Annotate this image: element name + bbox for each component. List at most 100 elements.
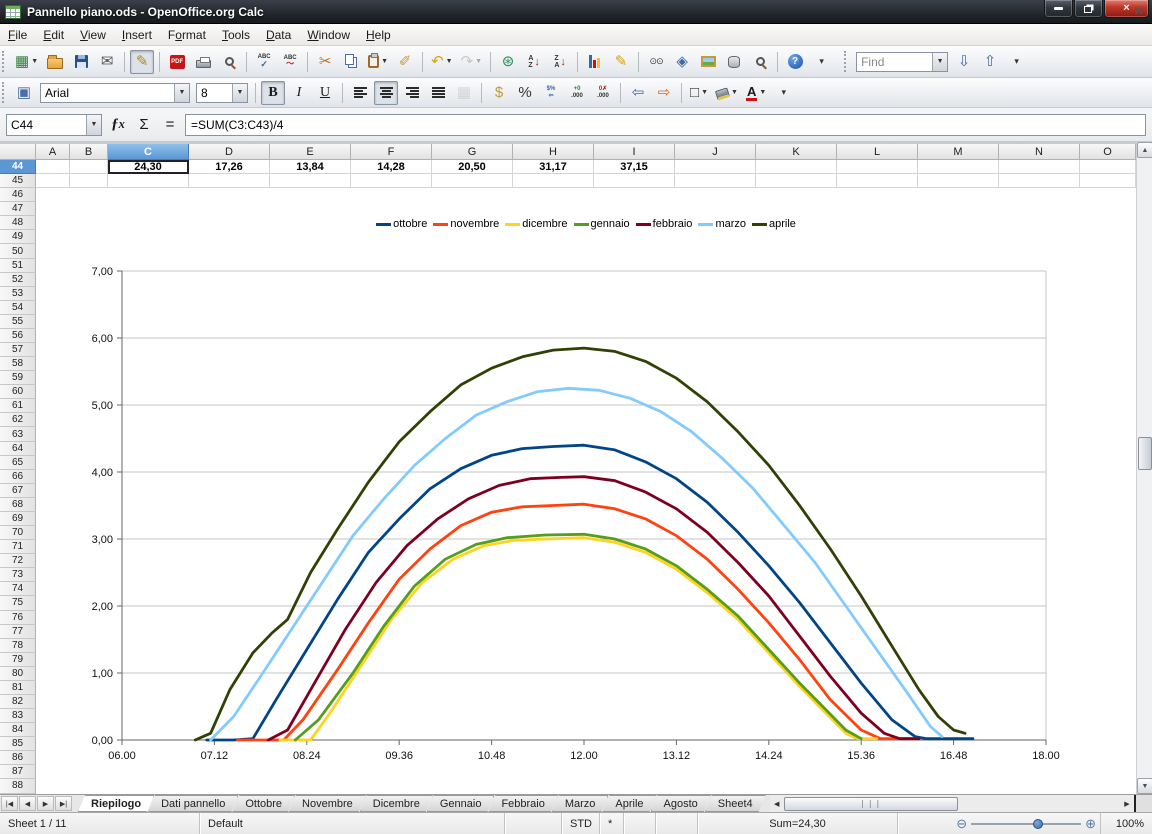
first-sheet-button[interactable]: |◀ <box>1 796 18 811</box>
standard-toolbar-more-button[interactable]: ▾ <box>819 56 823 66</box>
row-header-63[interactable]: 63 <box>0 427 36 442</box>
formula-input[interactable]: =SUM(C3:C43)/4 <box>185 113 1146 136</box>
row-header-77[interactable]: 77 <box>0 624 36 639</box>
cell-O45[interactable] <box>1080 174 1136 189</box>
font-size-dropdown-icon[interactable]: ▼ <box>232 83 247 102</box>
add-decimal-icon[interactable]: +0.000 <box>571 85 583 99</box>
cell-E45[interactable] <box>270 174 351 189</box>
row-header-70[interactable]: 70 <box>0 526 36 541</box>
previous-sheet-button[interactable]: ◀ <box>19 796 36 811</box>
sheet-tab-ottobre[interactable]: Ottobre <box>232 795 295 812</box>
borders-icon[interactable]: □ ▼ <box>690 84 708 101</box>
row-header-67[interactable]: 67 <box>0 483 36 498</box>
cell-D44[interactable]: 17,26 <box>189 160 270 175</box>
new-spreadsheet-icon[interactable]: ▦ ▼ <box>15 53 39 70</box>
copy-icon[interactable] <box>339 50 363 74</box>
row-header-60[interactable]: 60 <box>0 385 36 400</box>
bold-button[interactable]: B <box>261 80 285 105</box>
autospellcheck-icon[interactable]: ABC <box>278 50 302 74</box>
cell-F44[interactable]: 14,28 <box>351 160 432 175</box>
row-header-73[interactable]: 73 <box>0 568 36 583</box>
row-header-69[interactable]: 69 <box>0 511 36 527</box>
cell-B45[interactable] <box>70 174 108 189</box>
column-header-L[interactable]: L <box>837 144 918 160</box>
cut-icon[interactable]: ✂ <box>318 53 332 70</box>
font-name-dropdown-icon[interactable]: ▼ <box>174 83 189 102</box>
column-header-E[interactable]: E <box>270 144 351 160</box>
row-header-87[interactable]: 87 <box>0 765 36 780</box>
menu-edit[interactable]: Edit <box>43 27 65 42</box>
menu-window[interactable]: Window <box>307 27 350 42</box>
sheet-tab-dati-pannello[interactable]: Dati pannello <box>148 795 238 812</box>
decrease-indent-icon[interactable]: ⇦ <box>631 84 645 101</box>
column-header-B[interactable]: B <box>70 144 108 160</box>
column-header-G[interactable]: G <box>432 144 513 160</box>
row-header-65[interactable]: 65 <box>0 455 36 470</box>
insert-chart-icon[interactable] <box>583 50 607 74</box>
cell-L45[interactable] <box>837 174 918 189</box>
sheet-tab-gennaio[interactable]: Gennaio <box>427 795 495 812</box>
open-icon[interactable] <box>43 50 67 74</box>
cell-B44[interactable] <box>70 160 108 175</box>
cell-N45[interactable] <box>999 174 1080 189</box>
row-header-84[interactable]: 84 <box>0 723 36 738</box>
edit-file-icon[interactable]: ✎ <box>130 49 155 74</box>
row-header-81[interactable]: 81 <box>0 680 36 695</box>
scroll-right-icon[interactable]: ▶ <box>1124 800 1130 808</box>
row-header-75[interactable]: 75 <box>0 596 36 611</box>
zoom-in-icon[interactable]: ⊕ <box>1085 815 1096 831</box>
column-header-H[interactable]: H <box>513 144 594 160</box>
row-header-49[interactable]: 49 <box>0 230 36 245</box>
close-document-icon[interactable]: ✕ <box>1133 4 1144 18</box>
export-pdf-icon[interactable]: PDF <box>165 50 189 74</box>
menu-data[interactable]: Data <box>265 27 292 42</box>
zoom-level[interactable]: 100% <box>1100 813 1152 834</box>
row-header-82[interactable]: 82 <box>0 694 36 710</box>
align-center-button[interactable] <box>374 80 398 105</box>
sheet-tab-dicembre[interactable]: Dicembre <box>360 795 433 812</box>
find-next-icon[interactable]: ⇩ <box>957 53 971 70</box>
paste-icon[interactable]: ▼ <box>365 50 391 74</box>
last-sheet-button[interactable]: ▶| <box>55 796 72 811</box>
cell-N44[interactable] <box>999 160 1080 175</box>
page-style[interactable]: Default <box>200 813 505 834</box>
cell-M44[interactable] <box>918 160 999 175</box>
row-header-55[interactable]: 55 <box>0 314 36 329</box>
sheet-tab-marzo[interactable]: Marzo <box>552 795 609 812</box>
row-header-59[interactable]: 59 <box>0 371 36 386</box>
cell-A45[interactable] <box>36 174 70 189</box>
cell-C44[interactable]: 24,30 <box>108 160 189 175</box>
zoom-slider[interactable] <box>971 818 1082 829</box>
insert-mode[interactable]: STD <box>562 813 600 834</box>
navigator-icon[interactable]: ◈ <box>676 53 688 70</box>
name-box-dropdown-icon[interactable]: ▼ <box>86 114 101 135</box>
font-color-icon[interactable]: A ▼ <box>745 83 767 101</box>
row-header-46[interactable]: 46 <box>0 188 36 203</box>
font-name-combo[interactable]: Arial ▼ <box>40 82 190 103</box>
restore-button[interactable] <box>1074 0 1103 18</box>
row-header-72[interactable]: 72 <box>0 554 36 569</box>
row-header-71[interactable]: 71 <box>0 540 36 555</box>
row-header-53[interactable]: 53 <box>0 286 36 301</box>
column-header-J[interactable]: J <box>675 144 756 160</box>
menu-tools[interactable]: Tools <box>221 27 250 42</box>
align-left-button[interactable] <box>348 81 372 105</box>
column-header-O[interactable]: O <box>1080 144 1136 160</box>
vertical-scrollbar[interactable]: ▲ ▼ <box>1136 142 1152 794</box>
data-sources-icon[interactable] <box>722 50 746 74</box>
row-header-64[interactable]: 64 <box>0 441 36 456</box>
draw-functions-icon[interactable]: ✎ <box>614 53 628 70</box>
row-header-57[interactable]: 57 <box>0 343 36 358</box>
row-header-44[interactable]: 44 <box>0 160 36 175</box>
formatting-toolbar-more-button[interactable]: ▾ <box>781 87 786 97</box>
scroll-left-icon[interactable]: ◀ <box>773 800 780 808</box>
row-header-66[interactable]: 66 <box>0 469 36 484</box>
column-header-M[interactable]: M <box>918 144 999 160</box>
row-header-88[interactable]: 88 <box>0 779 36 794</box>
cell-H45[interactable] <box>513 174 594 189</box>
cell-I45[interactable] <box>594 174 675 189</box>
cell-O44[interactable] <box>1080 160 1136 175</box>
zoom-out-icon[interactable]: ⊖ <box>956 815 968 831</box>
spellcheck-icon[interactable]: ABC <box>252 50 276 74</box>
background-color-icon[interactable]: ▼ <box>713 81 741 105</box>
